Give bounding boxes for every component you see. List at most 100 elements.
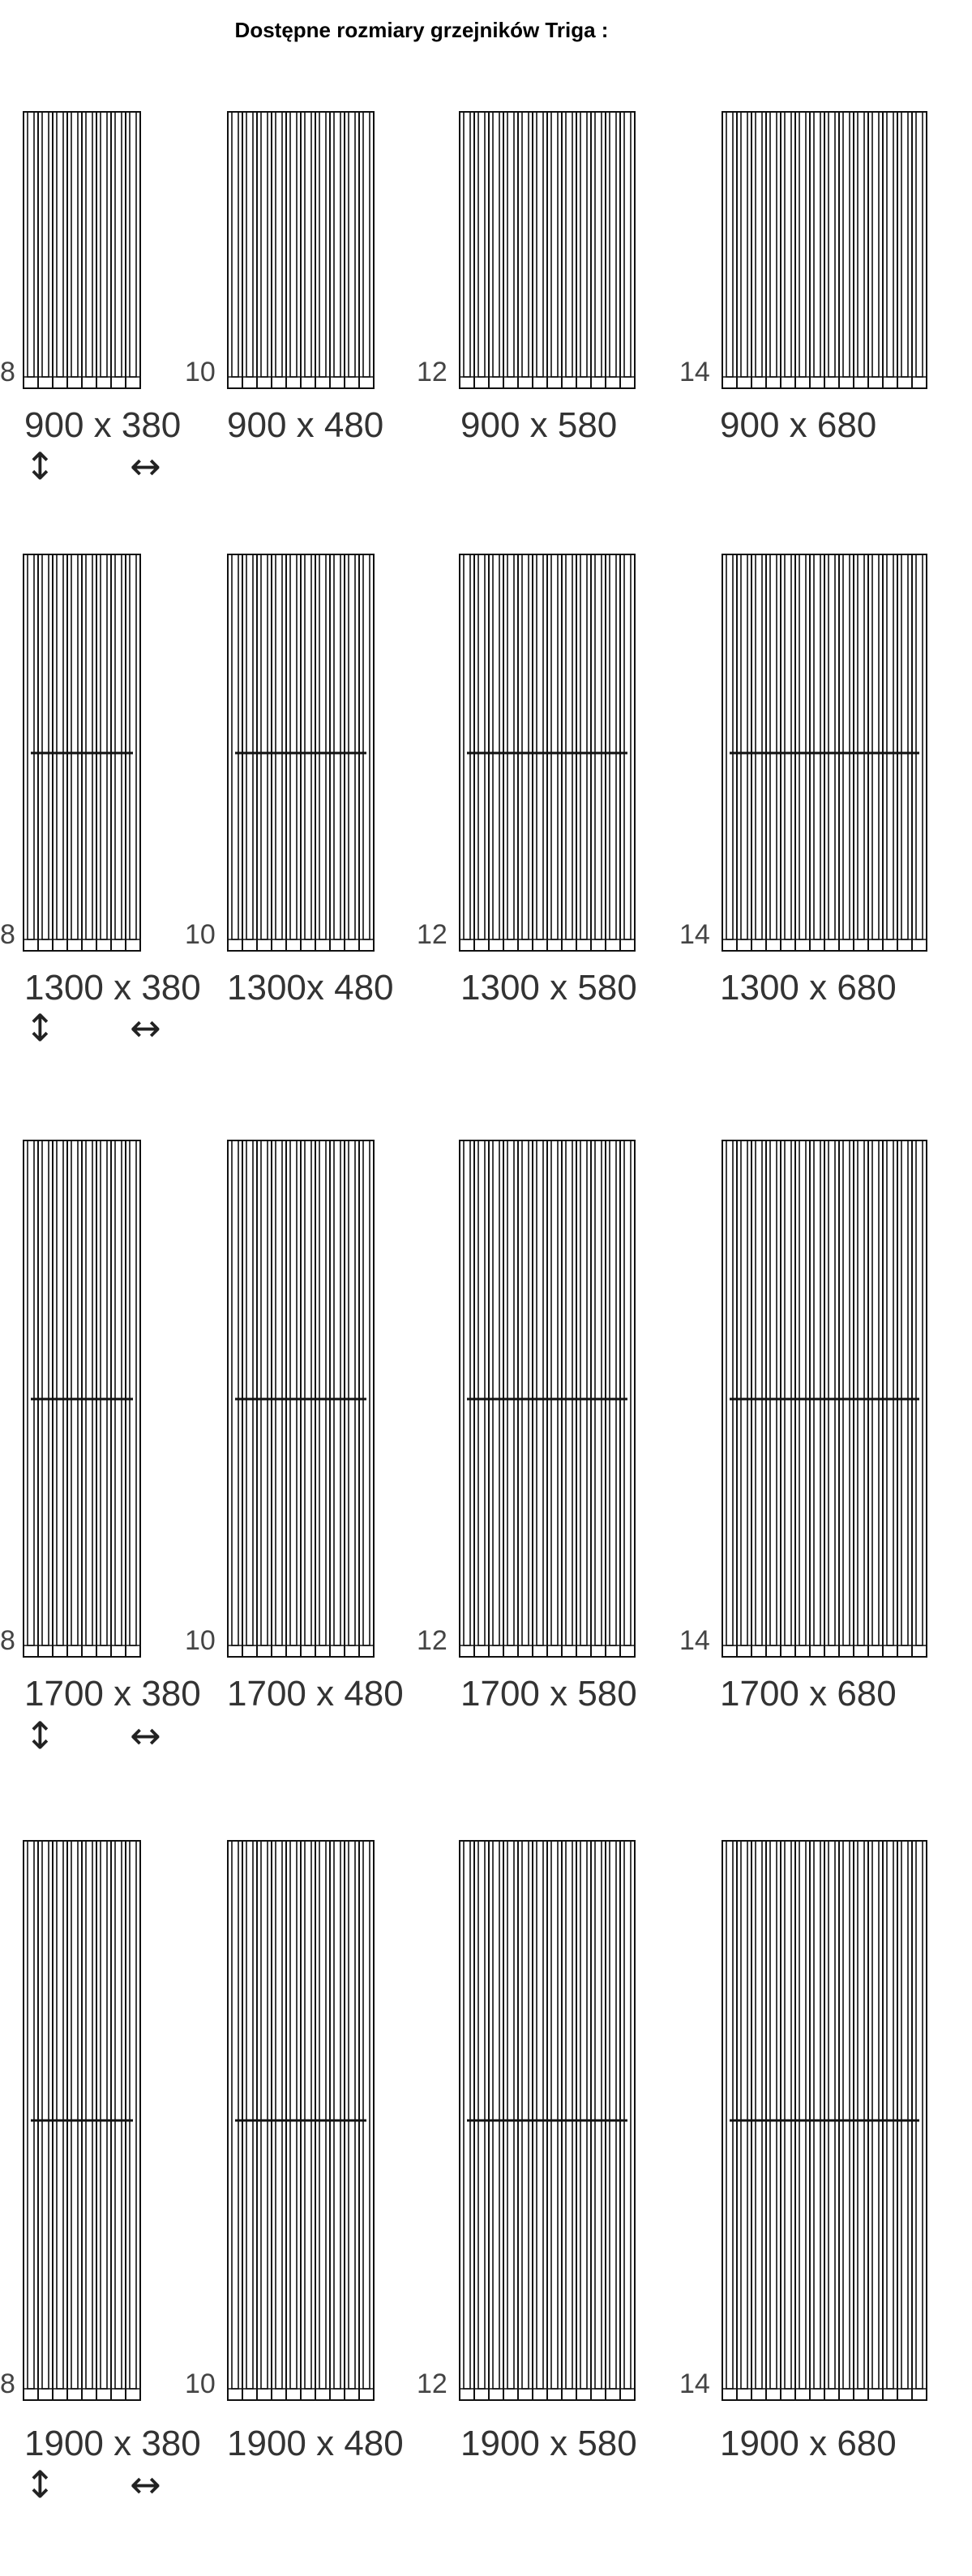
- radiator-bar: [256, 111, 272, 389]
- radiator-bar-inner: [609, 1840, 617, 2390]
- radiator-diagram: [459, 554, 636, 956]
- radiator-bar-inner: [755, 1840, 763, 2390]
- element-count-label: 12: [417, 919, 447, 950]
- radiator-bar: [473, 111, 490, 389]
- radiator-bar-inner: [492, 1840, 500, 2390]
- radiator-bar-inner: [492, 1140, 500, 1646]
- radiator-bar-inner: [799, 1140, 807, 1646]
- radiator-bar-inner: [784, 554, 792, 940]
- radiator-bar-inner: [114, 554, 122, 940]
- radiator-bar: [619, 111, 636, 389]
- radiator-bar: [911, 111, 927, 389]
- radiator-bar-inner: [27, 554, 35, 940]
- radiator-bar-inner: [857, 554, 865, 940]
- radiator-bar-inner: [580, 111, 588, 378]
- radiator-bar-inner: [507, 1840, 515, 2390]
- radiator-bar-inner: [129, 1140, 137, 1646]
- radiator-bar-inner: [41, 111, 49, 378]
- radiator-bar: [96, 111, 112, 389]
- radiator-bar-inner: [129, 1840, 137, 2390]
- radiator-bar-inner: [521, 111, 529, 378]
- radiator-bar-inner: [27, 111, 35, 378]
- radiator-bar-inner: [594, 554, 602, 940]
- radiator-bar-inner: [915, 1140, 923, 1646]
- radiator-diagram: [23, 554, 141, 956]
- radiator-bar: [561, 111, 577, 389]
- radiator-bar: [329, 111, 345, 389]
- radiator-bar-inner: [348, 1140, 356, 1646]
- radiator-bar: [37, 111, 54, 389]
- radiator-diagram: [23, 111, 141, 393]
- radiator-bar-inner: [492, 111, 500, 378]
- radiator-bar-inner: [56, 111, 64, 378]
- radiator-bar-inner: [623, 111, 632, 378]
- radiator-bar: [459, 111, 475, 389]
- radiator-bar-inner: [580, 1840, 588, 2390]
- dimension-label: 1700 x 480: [227, 1674, 404, 1714]
- radiator-bar-inner: [362, 1840, 370, 2390]
- radiator-bar-inner: [246, 1840, 254, 2390]
- radiator-bar-inner: [260, 111, 268, 378]
- radiator-bar-inner: [915, 111, 923, 378]
- radiator-bar-inner: [71, 1140, 79, 1646]
- radiator-bar-inner: [842, 1840, 850, 2390]
- radiator-bar-inner: [828, 1140, 836, 1646]
- radiator-bar-inner: [85, 554, 93, 940]
- radiator-bar-inner: [901, 554, 909, 940]
- element-count-label: 10: [185, 357, 216, 387]
- radiator-bar-inner: [100, 1140, 108, 1646]
- radiator-bar: [546, 111, 563, 389]
- element-count-label: 8: [0, 1625, 15, 1656]
- radiator-bar-inner: [477, 1840, 486, 2390]
- radiator-bar: [867, 111, 884, 389]
- radiator-bar: [882, 111, 898, 389]
- radiator-bar: [780, 111, 796, 389]
- radiator-bar-inner: [289, 554, 298, 940]
- element-count-label: 10: [185, 1625, 216, 1656]
- radiator-bar-inner: [842, 111, 850, 378]
- radiator-bar-inner: [477, 554, 486, 940]
- radiator-bar-inner: [85, 1840, 93, 2390]
- radiator-bar-inner: [348, 111, 356, 378]
- radiator-bar: [794, 111, 811, 389]
- radiator-bar-inner: [550, 554, 559, 940]
- radiator-diagram: [722, 1140, 927, 1662]
- dimension-label: 1300x 480: [227, 968, 394, 1008]
- radiator-bar-inner: [901, 1140, 909, 1646]
- radiator-bar-inner: [901, 1840, 909, 2390]
- radiator-bar-inner: [114, 1140, 122, 1646]
- dimension-label: 1900 x 380: [24, 2424, 201, 2463]
- radiator-bar-inner: [85, 111, 93, 378]
- width-arrow-icon: ↔: [130, 1006, 161, 1050]
- radiator-bar-inner: [521, 1840, 529, 2390]
- dimension-label: 1700 x 380: [24, 1674, 201, 1714]
- radiator-bar-inner: [231, 111, 239, 378]
- radiator-bar-inner: [886, 1140, 894, 1646]
- radiator-diagram: [227, 111, 375, 393]
- radiator-bar-inner: [275, 1140, 283, 1646]
- radiator-bar-inner: [507, 111, 515, 378]
- radiator-bar: [590, 111, 606, 389]
- dimension-label: 1300 x 580: [460, 968, 637, 1008]
- radiator-bar-inner: [580, 554, 588, 940]
- radiator-bar-inner: [886, 1840, 894, 2390]
- radiator-bar: [824, 111, 840, 389]
- radiator-bar-inner: [27, 1840, 35, 2390]
- radiator-bar-inner: [813, 1140, 821, 1646]
- radiator-bar-inner: [100, 554, 108, 940]
- radiator-bar: [765, 111, 781, 389]
- radiator-bar-inner: [362, 111, 370, 378]
- radiator-bar: [242, 111, 258, 389]
- height-arrow-icon: ↕: [24, 1006, 56, 1050]
- element-count-label: 14: [679, 357, 710, 387]
- radiator-bar-inner: [362, 554, 370, 940]
- radiator-diagram: [722, 1840, 927, 2405]
- radiator-bar-inner: [41, 554, 49, 940]
- radiator-bar: [838, 111, 854, 389]
- radiator-bar-inner: [289, 1840, 298, 2390]
- radiator-bar-inner: [319, 554, 327, 940]
- radiator-bar: [125, 111, 141, 389]
- radiator-bar-inner: [41, 1840, 49, 2390]
- radiator-bar-inner: [129, 554, 137, 940]
- radiator-bar-inner: [231, 1840, 239, 2390]
